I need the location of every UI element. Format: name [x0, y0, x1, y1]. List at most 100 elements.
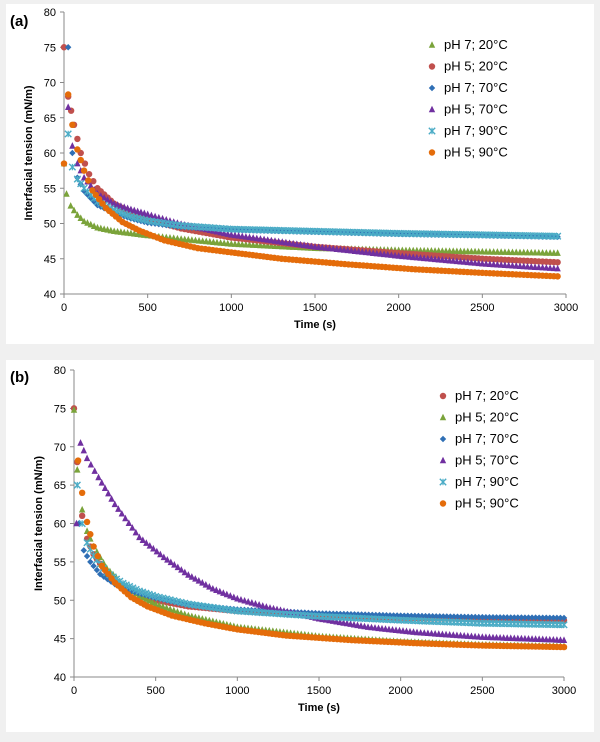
chart-b-y-tick-label: 70: [54, 442, 66, 454]
chart-b-legend-marker: [439, 478, 447, 486]
chart-a-legend-marker: [428, 41, 436, 48]
chart-b-data-point: [73, 519, 80, 527]
chart-b-data-point: [560, 636, 568, 643]
chart-b-data-point: [163, 604, 170, 611]
chart-b-legend-label: pH 7; 20°C: [455, 388, 519, 403]
chart-a-data-point: [87, 220, 94, 228]
chart-b-legend-label: pH 5; 20°C: [455, 410, 519, 425]
chart-b-data-point: [83, 538, 91, 547]
chart-b-data-point: [80, 547, 87, 554]
chart-a-legend-marker: [428, 63, 436, 70]
chart-a-legend-marker: [428, 105, 436, 113]
chart-b-data-point: [192, 575, 199, 582]
chart-a-y-tick-label: 80: [44, 7, 56, 19]
chart-a-x-tick-label: 2500: [470, 302, 494, 314]
chart-a-y-tick-label: 60: [44, 148, 56, 160]
chart-a-data-point: [74, 135, 81, 143]
chart-b-data-point: [159, 602, 167, 610]
chart-b-data-point: [142, 595, 150, 602]
chart-a-legend-label: pH 5; 20°C: [444, 59, 508, 74]
chart-a-legend-marker: [428, 149, 436, 156]
chart-b-data-point: [74, 457, 82, 464]
chart-a-data-point: [148, 211, 155, 219]
chart-b-data-point: [550, 614, 557, 622]
chart-b-y-tick-label: 55: [54, 557, 66, 569]
chart-a-data-point: [70, 206, 78, 214]
chart-b-data-point: [174, 607, 181, 615]
chart-b-data-point: [202, 580, 210, 588]
chart-a-data-point: [554, 273, 561, 280]
chart-b-data-point: [87, 558, 94, 566]
chart-a-data-point: [64, 44, 72, 51]
chart-a-y-tick-label: 40: [44, 289, 56, 301]
chart-a-y-tick-label: 65: [44, 113, 56, 125]
chart-a-data-point: [85, 170, 93, 178]
chart-a-series-5: [60, 91, 561, 280]
chart-b-data-point: [518, 614, 525, 621]
chart-b-data-point: [136, 533, 143, 541]
chart-b-data-point: [73, 481, 81, 489]
chart-b-y-tick-label: 50: [54, 595, 66, 607]
chart-a-x-tick-label: 1500: [303, 302, 327, 314]
chart-panel-a: (a) 40 45 50 55 60 65 70 75 80 0 500 1000 1500 2000 250…: [6, 4, 594, 344]
chart-b-data-point: [560, 621, 568, 629]
chart-a-x-axis-title: Time (s): [294, 319, 336, 331]
chart-a-data-point: [69, 142, 76, 149]
chart-a-series-0: [60, 159, 561, 256]
chart-a-data-point: [89, 187, 96, 194]
chart-a-data-point: [554, 264, 561, 272]
chart-b-data-point: [178, 566, 185, 573]
chart-a-data-point: [104, 196, 111, 203]
chart-b-data-point: [149, 598, 156, 606]
chart-a-legend-label: pH 5; 70°C: [444, 102, 508, 117]
chart-a-data-point: [553, 232, 562, 240]
chart-b-data-point: [263, 603, 270, 610]
chart-b-data-point: [213, 586, 220, 593]
chart-b-data-point: [475, 613, 482, 621]
chart-b-data-point: [425, 612, 433, 620]
chart-a-legend-label: pH 7; 90°C: [444, 123, 508, 138]
chart-b-data-point: [450, 613, 458, 620]
chart-b-legend-label: pH 7; 70°C: [455, 431, 519, 446]
chart-a-data-point: [144, 210, 151, 218]
chart-b-data-point: [132, 528, 140, 536]
chart-b-data-point: [171, 561, 178, 568]
chart-b-series-3: [73, 439, 568, 643]
chart-b-data-point: [245, 597, 252, 605]
chart-a-x-tick-label: 1000: [219, 302, 243, 314]
chart-b-data-point: [507, 614, 514, 621]
chart-b-data-point: [560, 643, 568, 651]
chart-b-data-point: [166, 605, 174, 613]
chart-b-data-point: [248, 599, 256, 606]
chart-a-data-point: [74, 211, 81, 218]
chart-b-data-point: [115, 505, 122, 512]
chart-b-data-point: [152, 600, 159, 607]
chart-b-data-point: [241, 596, 248, 604]
chart-a-data-point: [67, 202, 74, 209]
chart-a-data-point: [107, 197, 115, 205]
chart-a-data-point: [69, 149, 76, 157]
chart-b-data-point: [87, 460, 95, 468]
chart-a-data-point: [73, 175, 82, 183]
chart-b-data-point: [98, 479, 105, 486]
chart-b-data-point: [223, 590, 231, 598]
chart-a-x-tick-label: 500: [138, 302, 156, 314]
chart-b-data-point: [107, 578, 115, 585]
chart-b-data-point: [145, 596, 153, 604]
chart-b-data-point: [87, 531, 94, 538]
chart-b-series-5: [74, 457, 568, 651]
chart-b-legend-marker: [439, 392, 447, 400]
chart-a-data-point: [90, 178, 97, 185]
chart-b-data-point: [535, 614, 543, 621]
chart-b-x-tick-label: 500: [146, 685, 164, 697]
chart-a-data-point: [80, 167, 88, 174]
chart-a-legend-marker: [428, 84, 436, 92]
chart-b-x-tick-label: 0: [71, 685, 77, 697]
chart-b-data-point: [557, 614, 564, 622]
chart-a-data-point: [64, 103, 72, 110]
chart-b-x-axis-title: Time (s): [298, 702, 340, 714]
chart-b-legend: pH 7; 20°C pH 5; 20°C pH 7; 70°C pH 5; 70°C…: [439, 388, 519, 511]
chart-a-data-point: [81, 160, 89, 167]
chart-b-data-point: [91, 467, 98, 474]
chart-b-data-point: [111, 500, 119, 508]
